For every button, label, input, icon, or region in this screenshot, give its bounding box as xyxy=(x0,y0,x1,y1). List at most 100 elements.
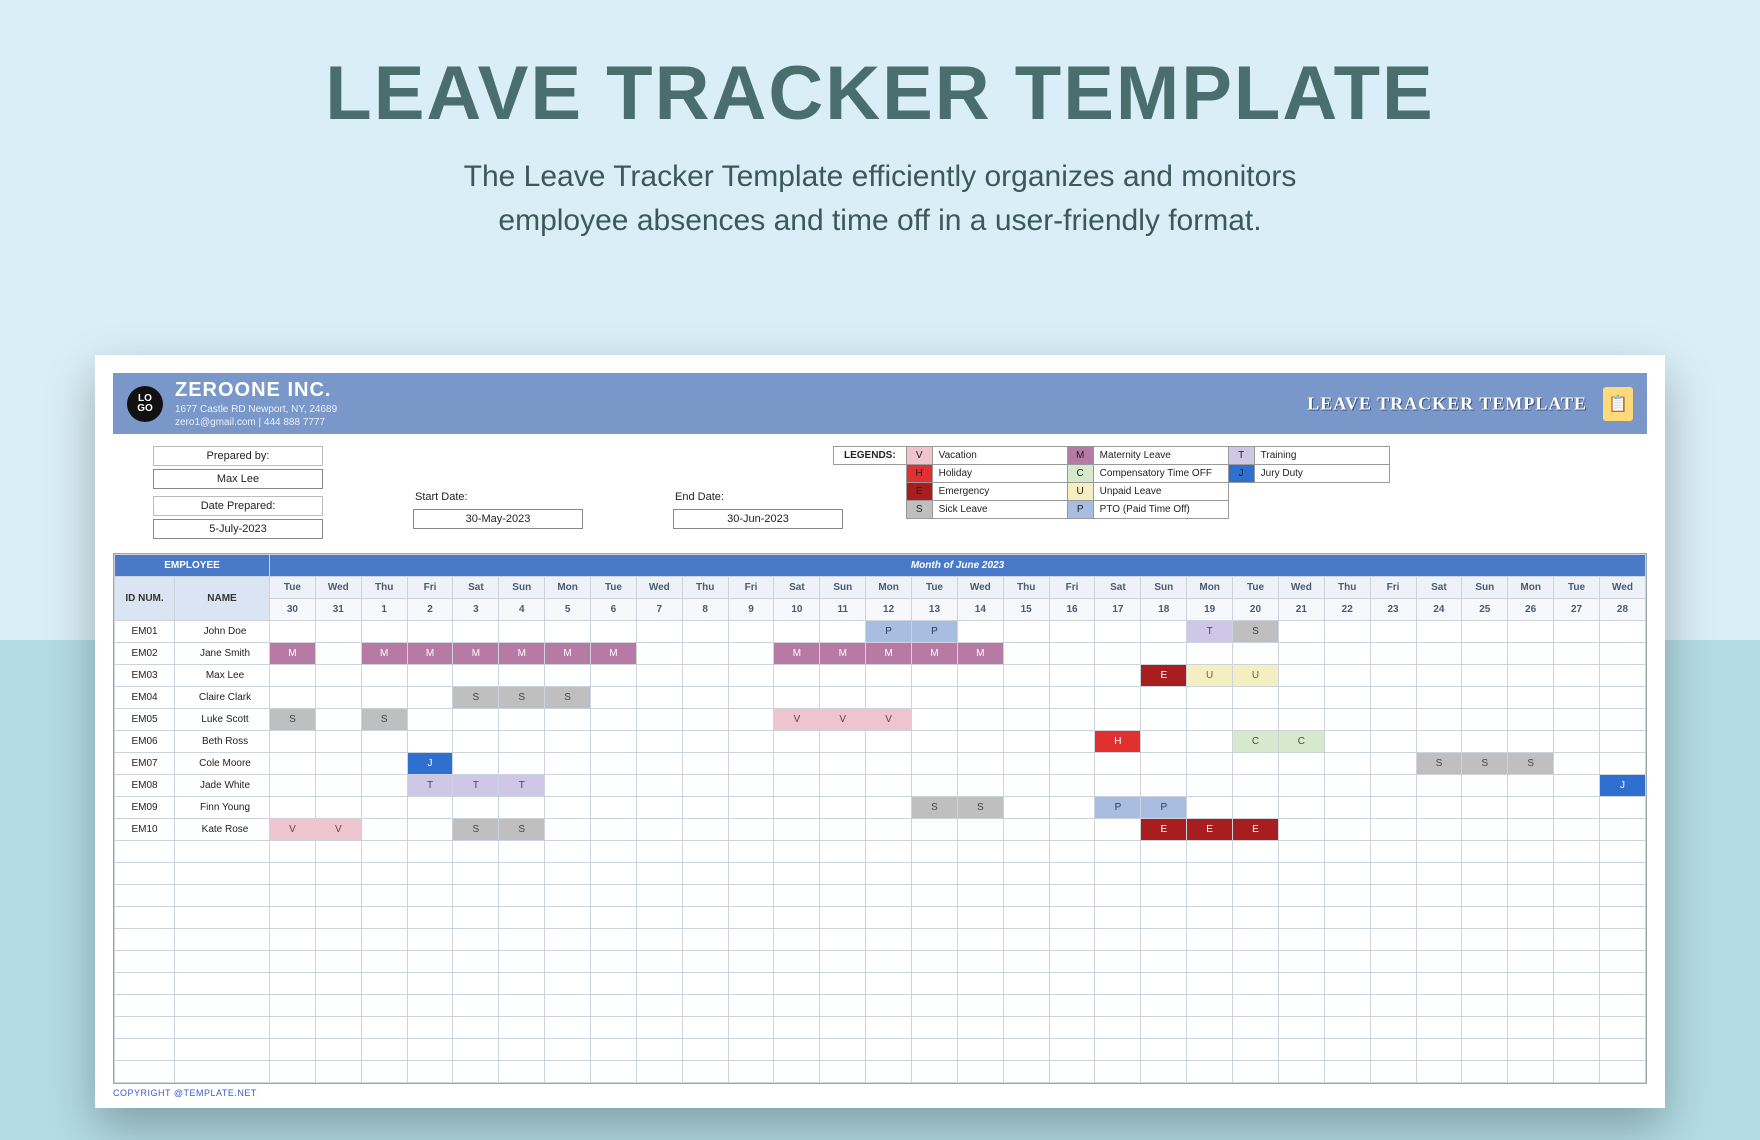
day-cell[interactable] xyxy=(1554,687,1600,709)
day-cell[interactable] xyxy=(1049,951,1095,973)
day-cell[interactable] xyxy=(1462,863,1508,885)
day-cell[interactable] xyxy=(1003,775,1049,797)
day-cell[interactable] xyxy=(315,687,361,709)
day-cell[interactable] xyxy=(407,731,453,753)
day-cell[interactable] xyxy=(1049,973,1095,995)
day-cell[interactable] xyxy=(1370,995,1416,1017)
day-cell[interactable] xyxy=(1324,753,1370,775)
day-cell[interactable] xyxy=(728,1061,774,1083)
day-cell[interactable] xyxy=(636,643,682,665)
employee-id[interactable]: EM01 xyxy=(115,621,175,643)
day-cell[interactable] xyxy=(728,841,774,863)
day-cell[interactable]: P xyxy=(1095,797,1141,819)
day-cell[interactable] xyxy=(591,1017,637,1039)
day-cell[interactable]: U xyxy=(1187,665,1233,687)
day-cell[interactable] xyxy=(636,841,682,863)
day-cell[interactable] xyxy=(1187,1039,1233,1061)
day-cell[interactable]: M xyxy=(407,643,453,665)
day-cell[interactable] xyxy=(774,731,820,753)
day-cell[interactable] xyxy=(728,951,774,973)
day-cell[interactable] xyxy=(957,1017,1003,1039)
day-cell[interactable] xyxy=(1370,1039,1416,1061)
start-date-value[interactable]: 30-May-2023 xyxy=(413,509,583,529)
day-cell[interactable] xyxy=(1554,797,1600,819)
day-cell[interactable] xyxy=(1370,885,1416,907)
day-cell[interactable] xyxy=(912,951,958,973)
day-cell[interactable] xyxy=(499,863,545,885)
day-cell[interactable] xyxy=(453,863,499,885)
day-cell[interactable] xyxy=(1599,863,1645,885)
day-cell[interactable] xyxy=(1324,907,1370,929)
day-cell[interactable] xyxy=(591,907,637,929)
day-cell[interactable] xyxy=(1187,951,1233,973)
day-cell[interactable] xyxy=(1003,929,1049,951)
day-cell[interactable] xyxy=(1187,907,1233,929)
day-cell[interactable]: S xyxy=(1233,621,1279,643)
employee-id[interactable]: EM09 xyxy=(115,797,175,819)
day-cell[interactable] xyxy=(1324,973,1370,995)
day-cell[interactable] xyxy=(1416,863,1462,885)
day-cell[interactable] xyxy=(682,863,728,885)
day-cell[interactable] xyxy=(407,1061,453,1083)
day-cell[interactable] xyxy=(1233,885,1279,907)
day-cell[interactable]: M xyxy=(866,643,912,665)
day-cell[interactable] xyxy=(361,1039,407,1061)
day-cell[interactable] xyxy=(499,907,545,929)
day-cell[interactable] xyxy=(1554,775,1600,797)
day-cell[interactable] xyxy=(1187,863,1233,885)
day-cell[interactable] xyxy=(1049,841,1095,863)
day-cell[interactable] xyxy=(820,1039,866,1061)
day-cell[interactable] xyxy=(820,797,866,819)
day-cell[interactable] xyxy=(545,731,591,753)
day-cell[interactable] xyxy=(407,665,453,687)
day-cell[interactable] xyxy=(591,951,637,973)
employee-name[interactable] xyxy=(175,907,270,929)
day-cell[interactable] xyxy=(545,621,591,643)
day-cell[interactable] xyxy=(591,753,637,775)
day-cell[interactable] xyxy=(1049,1017,1095,1039)
day-cell[interactable] xyxy=(1233,863,1279,885)
day-cell[interactable]: M xyxy=(453,643,499,665)
day-cell[interactable] xyxy=(1095,951,1141,973)
day-cell[interactable] xyxy=(453,995,499,1017)
day-cell[interactable] xyxy=(1141,929,1187,951)
day-cell[interactable] xyxy=(591,995,637,1017)
day-cell[interactable] xyxy=(315,775,361,797)
day-cell[interactable] xyxy=(1141,775,1187,797)
day-cell[interactable] xyxy=(1049,819,1095,841)
day-cell[interactable] xyxy=(407,929,453,951)
day-cell[interactable] xyxy=(820,775,866,797)
day-cell[interactable] xyxy=(315,973,361,995)
day-cell[interactable] xyxy=(1278,951,1324,973)
day-cell[interactable] xyxy=(820,621,866,643)
day-cell[interactable] xyxy=(820,731,866,753)
day-cell[interactable] xyxy=(866,775,912,797)
day-cell[interactable] xyxy=(1141,841,1187,863)
day-cell[interactable] xyxy=(774,797,820,819)
day-cell[interactable] xyxy=(1370,775,1416,797)
employee-name[interactable] xyxy=(175,863,270,885)
day-cell[interactable] xyxy=(1508,665,1554,687)
day-cell[interactable] xyxy=(1370,753,1416,775)
day-cell[interactable] xyxy=(407,841,453,863)
day-cell[interactable] xyxy=(1324,731,1370,753)
day-cell[interactable] xyxy=(315,929,361,951)
day-cell[interactable] xyxy=(591,687,637,709)
employee-id[interactable] xyxy=(115,995,175,1017)
day-cell[interactable] xyxy=(1095,1017,1141,1039)
day-cell[interactable] xyxy=(774,863,820,885)
day-cell[interactable] xyxy=(682,797,728,819)
day-cell[interactable] xyxy=(1233,907,1279,929)
day-cell[interactable] xyxy=(499,665,545,687)
day-cell[interactable] xyxy=(1003,1017,1049,1039)
day-cell[interactable] xyxy=(1003,973,1049,995)
employee-name[interactable]: Jade White xyxy=(175,775,270,797)
employee-name[interactable]: Luke Scott xyxy=(175,709,270,731)
day-cell[interactable] xyxy=(728,973,774,995)
day-cell[interactable] xyxy=(361,1017,407,1039)
day-cell[interactable] xyxy=(545,1061,591,1083)
day-cell[interactable]: T xyxy=(1187,621,1233,643)
day-cell[interactable] xyxy=(866,665,912,687)
day-cell[interactable] xyxy=(1095,621,1141,643)
day-cell[interactable] xyxy=(1599,753,1645,775)
